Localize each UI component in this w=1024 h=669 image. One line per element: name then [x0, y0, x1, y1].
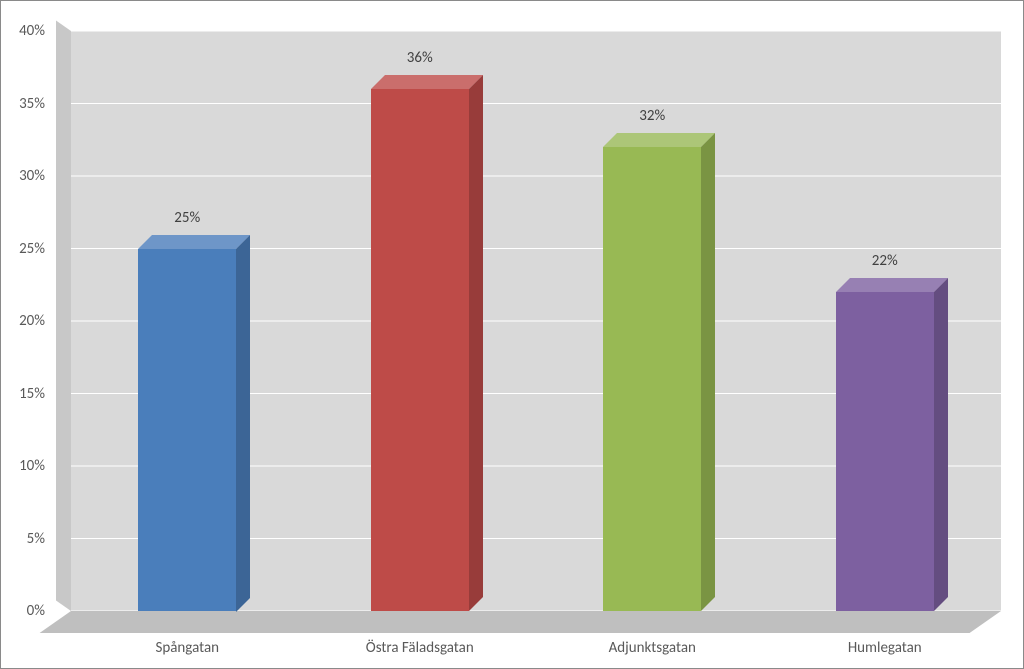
chart-frame: 0% 5% 10% 15% 20% 25% 30% 35% 40% 25% 36% 32% 22% S… [0, 0, 1024, 669]
x-tick-label: Spångatan [155, 639, 219, 657]
bar-side-face [469, 75, 483, 611]
plot-area: 0%5%10%15%20%25%30%35%40% 25%36%32%22% S… [71, 31, 1001, 611]
bar-top-face [371, 75, 483, 89]
y-tick-label: 0% [27, 602, 45, 620]
bar-data-label: 36% [407, 49, 433, 67]
x-tick-label: Humlegatan [848, 639, 922, 657]
bar-front-face [138, 249, 236, 612]
y-tick-label: 35% [19, 95, 45, 113]
bar-side-face [236, 235, 250, 612]
bar-side-face [701, 133, 715, 611]
y-tick-label: 30% [19, 167, 45, 185]
bar: 22% [836, 292, 934, 611]
bar-front-face [371, 89, 469, 611]
y-tick-label: 40% [19, 22, 45, 40]
y-tick-label: 10% [19, 457, 45, 475]
y-tick-label: 5% [27, 530, 45, 548]
bar-front-face [603, 147, 701, 611]
bar-top-face [603, 133, 715, 147]
bar-data-label: 32% [639, 107, 665, 125]
y-tick-label: 20% [19, 312, 45, 330]
bar-front-face [836, 292, 934, 611]
bar-top-face [836, 278, 948, 292]
bar: 36% [371, 89, 469, 611]
y-tick-label: 25% [19, 240, 45, 258]
left-wall-3d [56, 20, 71, 611]
bar-data-label: 22% [872, 252, 898, 270]
bar: 25% [138, 249, 236, 612]
bar-side-face [934, 278, 948, 611]
floor-3d [40, 611, 1001, 633]
bar-top-face [138, 235, 250, 249]
x-tick-label: Adjunktsgatan [609, 639, 696, 657]
bar: 32% [603, 147, 701, 611]
x-tick-label: Östra Fäladsgatan [366, 639, 474, 657]
y-tick-label: 15% [19, 385, 45, 403]
bar-data-label: 25% [174, 209, 200, 227]
